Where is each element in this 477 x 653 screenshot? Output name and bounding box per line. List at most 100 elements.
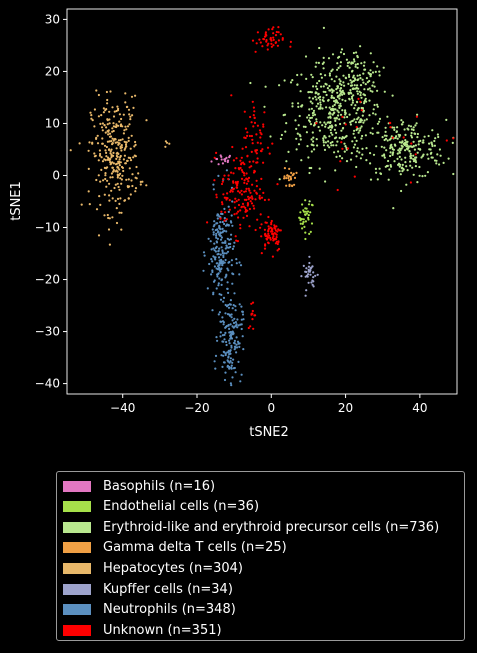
scatter-point <box>387 178 390 181</box>
scatter-point <box>255 42 258 45</box>
scatter-point <box>225 305 229 308</box>
scatter-point <box>371 127 374 130</box>
scatter-point <box>322 137 325 140</box>
scatter-point <box>223 219 226 222</box>
scatter-point <box>224 331 227 334</box>
scatter-point <box>106 166 109 169</box>
scatter-point <box>358 151 361 154</box>
scatter-point <box>220 212 223 215</box>
scatter-point <box>419 148 422 151</box>
scatter-point <box>224 276 227 279</box>
scatter-point <box>324 74 327 77</box>
scatter-point <box>279 137 282 140</box>
scatter-point <box>300 275 303 278</box>
scatter-point <box>213 256 216 259</box>
scatter-point <box>87 190 90 193</box>
scatter-point <box>358 129 362 132</box>
scatter-point <box>212 231 215 234</box>
scatter-point <box>78 142 81 145</box>
scatter-point <box>301 203 304 206</box>
scatter-point <box>345 134 348 138</box>
scatter-point <box>224 312 227 315</box>
scatter-point <box>333 100 336 103</box>
scatter-point <box>113 110 116 113</box>
scatter-point <box>354 87 357 90</box>
scatter-point <box>349 89 352 92</box>
scatter-point <box>338 55 341 59</box>
scatter-point <box>228 367 231 370</box>
scatter-point <box>355 112 358 115</box>
scatter-point <box>250 134 253 138</box>
scatter-point <box>222 323 225 326</box>
scatter-point <box>310 150 313 153</box>
scatter-point <box>242 348 245 351</box>
scatter-point <box>353 175 356 178</box>
scatter-point <box>318 167 321 170</box>
scatter-point <box>413 148 416 151</box>
legend-item: Hepatocytes (n=304) <box>63 558 243 578</box>
scatter-point <box>124 92 127 95</box>
scatter-point <box>319 107 322 110</box>
scatter-point <box>295 127 298 130</box>
scatter-point <box>336 85 339 88</box>
scatter-point <box>221 241 224 244</box>
scatter-point <box>243 190 246 193</box>
scatter-point <box>374 167 377 170</box>
scatter-point <box>304 231 307 234</box>
scatter-point <box>322 56 325 60</box>
scatter-point <box>301 227 304 230</box>
scatter-point <box>87 149 90 152</box>
scatter-point <box>361 153 364 156</box>
scatter-point <box>372 153 376 156</box>
scatter-point <box>369 69 372 72</box>
scatter-point <box>330 131 333 134</box>
scatter-point <box>234 181 237 184</box>
scatter-point <box>98 149 101 152</box>
scatter-point <box>356 74 359 77</box>
scatter-point <box>211 228 214 231</box>
scatter-point <box>289 45 292 48</box>
scatter-point <box>101 122 104 125</box>
x-tick-label: −40 <box>110 401 135 415</box>
scatter-point <box>348 113 351 116</box>
scatter-point <box>276 249 279 252</box>
scatter-point <box>341 109 344 112</box>
scatter-point <box>381 136 384 139</box>
scatter-point <box>354 121 357 124</box>
scatter-point <box>331 133 334 136</box>
scatter-point <box>285 177 288 180</box>
scatter-point <box>368 114 371 117</box>
legend-item: Neutrophils (n=348) <box>63 600 236 620</box>
scatter-point <box>226 267 229 270</box>
scatter-point <box>369 162 372 165</box>
scatter-point <box>288 184 291 188</box>
scatter-point <box>215 267 218 270</box>
scatter-point <box>214 354 218 357</box>
scatter-point <box>402 121 405 124</box>
scatter-point <box>353 129 356 132</box>
scatter-point <box>223 261 226 264</box>
scatter-point <box>253 314 256 317</box>
scatter-point <box>243 179 246 182</box>
scatter-point <box>321 99 324 102</box>
scatter-point <box>338 106 341 109</box>
scatter-point <box>258 197 262 200</box>
scatter-point <box>219 270 222 273</box>
scatter-point <box>416 181 419 184</box>
scatter-point <box>330 78 333 81</box>
scatter-point <box>361 134 364 138</box>
scatter-point <box>352 58 356 61</box>
scatter-point <box>250 202 254 205</box>
scatter-point <box>246 202 249 205</box>
scatter-point <box>338 118 341 121</box>
scatter-point <box>263 247 267 250</box>
scatter-point <box>126 185 129 188</box>
scatter-point <box>209 240 212 243</box>
scatter-point <box>248 166 251 169</box>
scatter-point <box>227 261 230 264</box>
scatter-point <box>319 73 322 76</box>
scatter-point <box>384 126 387 129</box>
scatter-point <box>107 228 111 231</box>
scatter-point <box>264 232 267 235</box>
scatter-point <box>363 61 366 64</box>
